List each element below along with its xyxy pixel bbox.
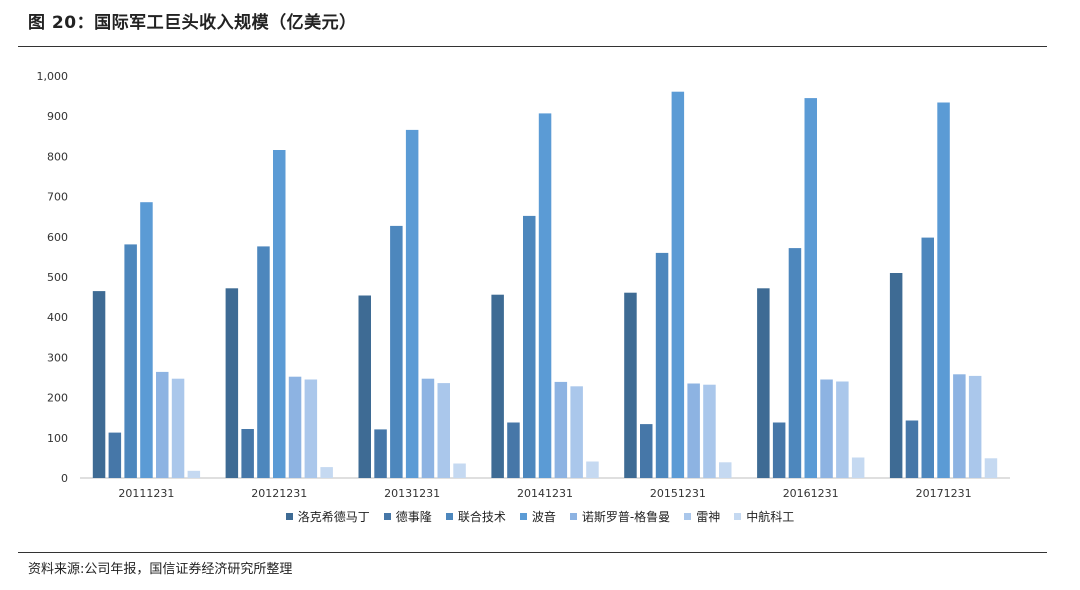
bar [273,150,286,478]
y-tick-label: 200 [47,392,68,405]
bar [968,375,982,478]
bar [405,129,419,478]
legend-swatch [519,513,527,520]
y-tick-label: 400 [47,311,68,324]
bar [320,467,333,478]
y-tick-label: 600 [47,231,68,244]
bar [507,422,520,478]
bar [453,463,466,478]
title-rule [18,46,1047,47]
bar [836,381,849,478]
bar [108,432,122,478]
bar [421,378,435,478]
bar [225,288,239,478]
bar [937,102,950,478]
bar [257,246,270,478]
bar [523,215,536,478]
legend-label: 联合技术 [457,510,506,524]
bar [241,429,254,478]
source-note: 资料来源:公司年报，国信证券经济研究所整理 [28,562,293,577]
bar [703,384,716,478]
bar [304,379,318,478]
bar [171,378,185,478]
legend-label: 中航科工 [746,510,795,524]
x-tick-label: 20131231 [384,487,440,500]
legend-label: 雷神 [696,510,721,524]
bar [804,98,817,478]
bar [358,295,371,478]
bar [624,292,637,478]
source-rule [18,552,1047,553]
legend-label: 德事隆 [395,510,432,524]
y-tick-label: 900 [47,110,68,123]
y-tick-label: 300 [47,351,68,364]
bar [687,383,700,478]
x-tick-label: 20171231 [916,487,972,500]
y-tick-label: 100 [47,432,68,445]
bar [390,225,403,478]
bar [921,237,934,478]
legend-label: 洛克希德马丁 [297,510,370,524]
y-tick-label: 500 [47,271,68,284]
bar [124,244,137,478]
bar [851,457,865,478]
legend-swatch [445,513,453,520]
y-tick-label: 700 [47,191,68,204]
bar [655,252,669,478]
bar [374,429,387,478]
bar [953,374,966,478]
legend-item: 波音 [519,508,556,525]
bar [772,422,786,478]
y-tick-label: 0 [61,472,68,485]
legend-label: 波音 [531,510,556,524]
bar [984,458,998,478]
bar [570,386,583,478]
bar [719,462,732,478]
bar [156,371,169,478]
bar [640,424,653,478]
bar [820,379,833,478]
legend-swatch [383,513,391,520]
legend-item: 诺斯罗普-格鲁曼 [569,508,671,525]
x-tick-label: 20151231 [650,487,706,500]
x-tick-label: 20141231 [517,487,573,500]
legend-item: 德事隆 [383,508,432,525]
legend-item: 联合技术 [445,508,506,525]
bar [538,113,552,479]
legend-item: 中航科工 [734,508,794,525]
legend-item: 洛克希德马丁 [285,508,370,525]
legend-swatch [285,513,293,520]
bar [140,202,153,478]
bar [757,288,770,478]
bar [187,470,201,478]
y-tick-label: 800 [47,150,68,163]
bar [586,461,599,478]
legend-swatch [734,513,742,520]
x-tick-label: 20121231 [251,487,307,500]
figure-title: 图 20：国际军工巨头收入规模（亿美元） [28,13,357,33]
legend-label: 诺斯罗普-格鲁曼 [581,510,671,524]
y-tick-label: 1,000 [37,70,69,83]
legend-item: 雷神 [684,508,720,525]
bar [889,273,903,478]
x-tick-label: 20161231 [783,487,839,500]
bar [288,376,302,478]
bar [788,248,802,478]
bar [905,420,919,478]
bar [671,91,685,478]
bar [491,294,504,478]
legend-swatch [569,513,577,520]
bar [554,381,568,478]
bar [437,383,450,478]
bar [92,291,106,478]
legend-swatch [684,513,692,520]
chart-legend: 洛克希德马丁 德事隆 联合技术 波音 诺斯罗普-格鲁曼 雷神 中航科工 [0,508,1080,525]
x-tick-label: 20111231 [118,487,174,500]
